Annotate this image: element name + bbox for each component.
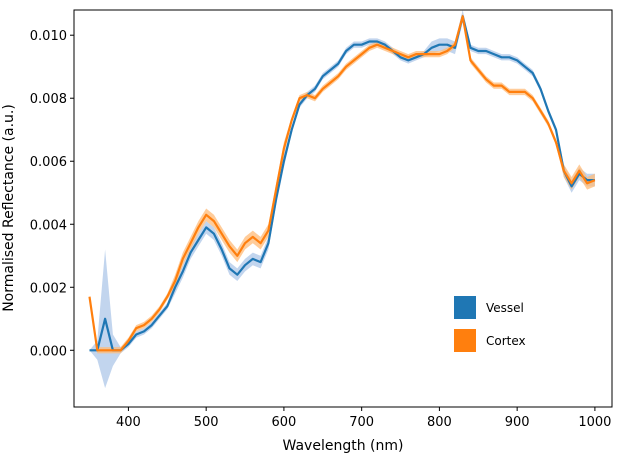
- legend-swatch-vessel: [454, 296, 476, 319]
- x-tick-label: 700: [349, 415, 374, 430]
- legend-swatch-cortex: [454, 329, 476, 352]
- y-tick-label: 0.008: [30, 92, 67, 107]
- y-tick-label: 0.002: [30, 281, 67, 296]
- series-line-cortex: [88, 15, 596, 352]
- x-axis-label: Wavelength (nm): [283, 438, 404, 454]
- y-axis: 0.000 0.002 0.004 0.006 0.008 0.010: [30, 29, 74, 359]
- x-tick-label: 1000: [578, 415, 611, 430]
- confidence-band-vessel: [89, 10, 595, 389]
- axes-frame: [73, 9, 613, 408]
- y-axis-label: Normalised Reflectance (a.u.): [1, 104, 17, 312]
- x-tick-label: 400: [116, 415, 141, 430]
- plot-area: [88, 10, 596, 389]
- x-tick-label: 500: [194, 415, 219, 430]
- legend-label-cortex: Cortex: [486, 334, 526, 348]
- y-tick-label: 0.004: [30, 218, 67, 233]
- x-axis: 400 500 600 700 800 900 1000: [116, 407, 611, 430]
- y-tick-label: 0.000: [30, 344, 67, 359]
- legend: Vessel Cortex: [454, 296, 526, 352]
- y-tick-label: 0.010: [30, 29, 67, 44]
- x-tick-label: 600: [271, 415, 296, 430]
- legend-label-vessel: Vessel: [486, 301, 524, 315]
- series-line-vessel: [89, 15, 595, 352]
- x-tick-label: 800: [427, 415, 452, 430]
- y-tick-label: 0.006: [30, 155, 67, 170]
- x-tick-label: 900: [505, 415, 530, 430]
